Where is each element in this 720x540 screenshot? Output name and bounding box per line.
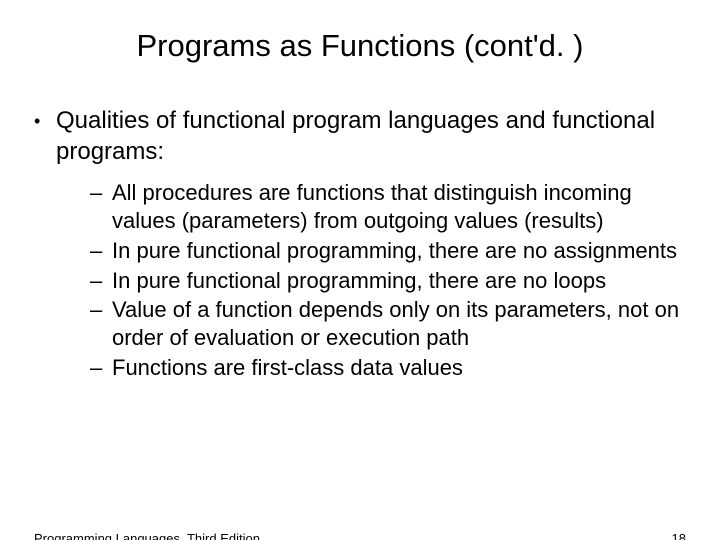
dash-marker-icon: – [90, 354, 112, 382]
slide-content: • Qualities of functional program langua… [0, 106, 720, 381]
bullet-text: Qualities of functional program language… [56, 106, 682, 167]
dash-marker-icon: – [90, 179, 112, 207]
footer-source: Programming Languages, Third Edition [34, 531, 260, 540]
bullet-level2: – Value of a function depends only on it… [90, 296, 682, 351]
bullet-level2: – In pure functional programming, there … [90, 267, 682, 295]
dash-marker-icon: – [90, 296, 112, 324]
slide: Programs as Functions (cont'd. ) • Quali… [0, 28, 720, 540]
bullet-text: Value of a function depends only on its … [112, 296, 682, 351]
dash-marker-icon: – [90, 237, 112, 265]
bullet-marker-icon: • [34, 106, 56, 133]
bullet-text: In pure functional programming, there ar… [112, 237, 682, 265]
bullet-text: In pure functional programming, there ar… [112, 267, 682, 295]
page-number: 18 [672, 531, 686, 540]
sub-bullet-list: – All procedures are functions that dist… [34, 179, 682, 381]
slide-title: Programs as Functions (cont'd. ) [0, 28, 720, 64]
bullet-level1: • Qualities of functional program langua… [34, 106, 682, 167]
bullet-level2: – Functions are first-class data values [90, 354, 682, 382]
bullet-text: All procedures are functions that distin… [112, 179, 682, 234]
dash-marker-icon: – [90, 267, 112, 295]
bullet-level2: – All procedures are functions that dist… [90, 179, 682, 234]
bullet-text: Functions are first-class data values [112, 354, 682, 382]
bullet-level2: – In pure functional programming, there … [90, 237, 682, 265]
